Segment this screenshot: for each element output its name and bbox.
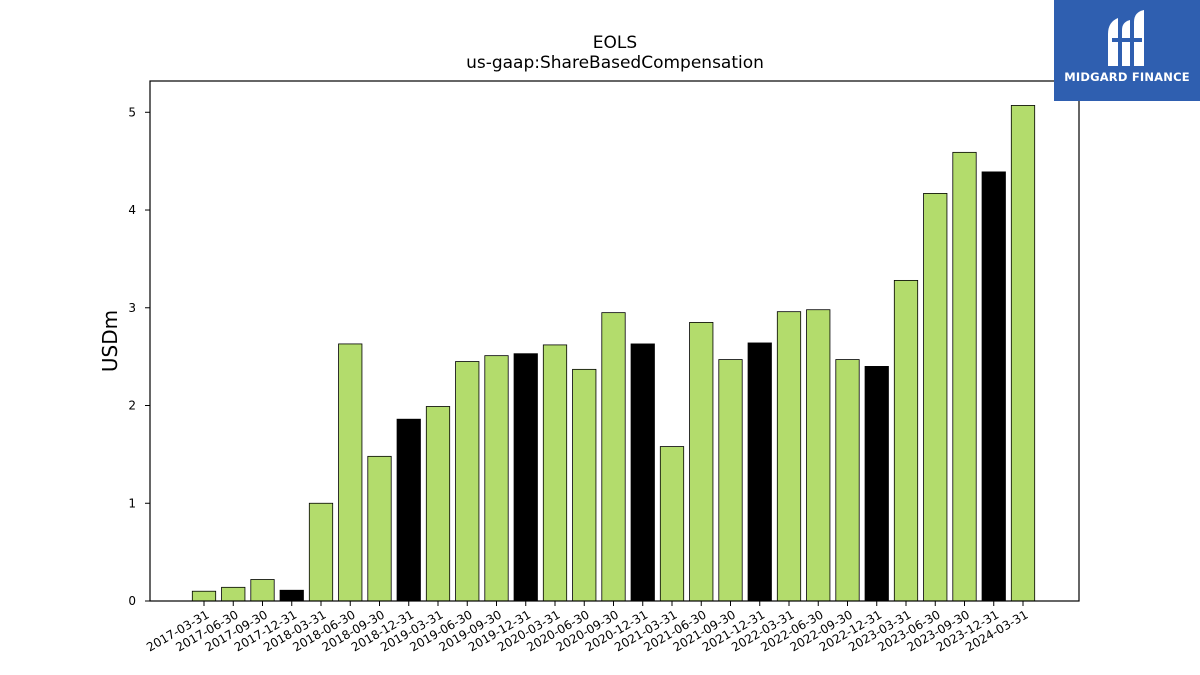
midgard-finance-logo: MIDGARD FINANCE	[1054, 0, 1200, 101]
bar-2021-06-30	[689, 322, 714, 602]
bar-2020-03-31	[542, 344, 568, 602]
y-tick-label: 1	[128, 496, 136, 510]
bar-2017-09-30	[250, 579, 275, 602]
bar-2018-12-31	[396, 418, 421, 602]
midgard-logo-icon	[1108, 10, 1144, 66]
bar-2023-03-31	[893, 279, 919, 602]
bar-2019-12-31	[513, 353, 538, 602]
logo-text: MIDGARD FINANCE	[1064, 70, 1190, 84]
y-tick-label: 3	[128, 301, 136, 315]
x-ticks-group: 2017-03-312017-06-302017-09-302017-12-31…	[144, 601, 1031, 654]
bar-2020-06-30	[572, 368, 597, 602]
bar-2020-12-31	[630, 343, 655, 602]
bar-2024-03-31	[1010, 105, 1036, 602]
bar-2019-06-30	[455, 361, 480, 602]
bar-2019-09-30	[484, 355, 509, 602]
bar-2018-06-30	[338, 343, 363, 602]
y-axis-label: USDm	[98, 310, 122, 372]
bar-2018-09-30	[367, 455, 392, 602]
bar-2019-03-31	[425, 406, 451, 602]
y-tick-label: 5	[128, 105, 136, 119]
y-ticks-group: 0 1 2 3 4 5	[128, 105, 150, 608]
bar-2017-06-30	[221, 586, 246, 602]
bar-2021-09-30	[718, 359, 743, 602]
bar-2023-12-31	[981, 171, 1006, 602]
chart-subtitle: us-gaap:ShareBasedCompensation	[466, 53, 764, 73]
bar-2021-12-31	[747, 342, 772, 602]
bars-group	[191, 105, 1036, 602]
bar-2022-12-31	[864, 366, 889, 602]
plot-frame	[149, 80, 1080, 602]
bar-2021-03-31	[659, 446, 685, 602]
y-tick-label: 4	[128, 203, 136, 217]
bar-2020-09-30	[601, 312, 626, 602]
bar-2022-09-30	[835, 359, 860, 602]
bar-2018-03-31	[308, 502, 334, 602]
bar-2017-03-31	[191, 590, 217, 602]
y-tick-label: 2	[128, 399, 136, 413]
bar-2023-06-30	[923, 193, 948, 602]
bar-2022-03-31	[776, 311, 802, 602]
bar-2017-12-31	[279, 589, 304, 602]
bar-2023-09-30	[952, 151, 977, 602]
y-tick-label: 0	[128, 594, 136, 608]
bar-2022-06-30	[806, 309, 831, 602]
chart-title: EOLS	[593, 33, 637, 53]
